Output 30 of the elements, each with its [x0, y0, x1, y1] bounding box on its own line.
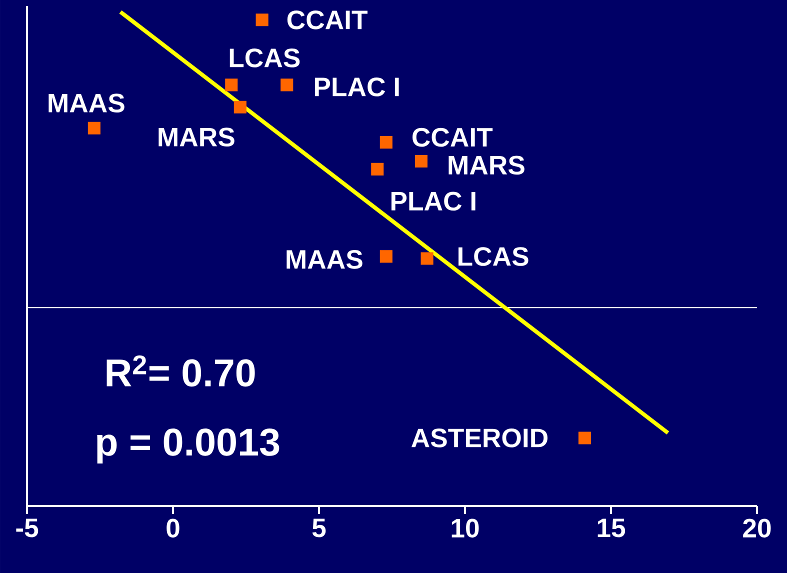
point [280, 78, 294, 92]
annotation: PLAC I [314, 78, 399, 96]
point [225, 78, 238, 92]
x-tick-label: 0 [166, 518, 180, 538]
x-tick-label: 15 [598, 518, 626, 538]
annotation: CCAIT [287, 10, 368, 30]
point [371, 162, 384, 176]
x-tick-label: 10 [452, 518, 479, 538]
x-tick-label: 20 [743, 518, 771, 538]
point [414, 154, 428, 168]
annotation: CCAIT [412, 128, 493, 147]
point [234, 100, 246, 114]
annotation: ASTEROID [412, 428, 548, 448]
annotation: MARS [448, 156, 524, 175]
x-tick-label: -5 [16, 518, 38, 538]
point [420, 252, 434, 265]
point [88, 122, 100, 134]
annotation: MAAS [48, 94, 124, 113]
point [380, 136, 392, 149]
x-tick-label: 5 [312, 518, 326, 538]
point [578, 432, 591, 444]
point [380, 250, 392, 263]
annotation: R$^{2}$= 0.70 [106, 355, 255, 387]
annotation: LCAS [230, 48, 300, 68]
annotation: MAAS [286, 250, 362, 269]
annotation: MARS [158, 128, 234, 147]
annotation: LCAS [458, 247, 528, 266]
annotation: PLAC I [391, 192, 476, 211]
point [256, 14, 268, 26]
annotation: p = 0.0013 [97, 428, 280, 464]
